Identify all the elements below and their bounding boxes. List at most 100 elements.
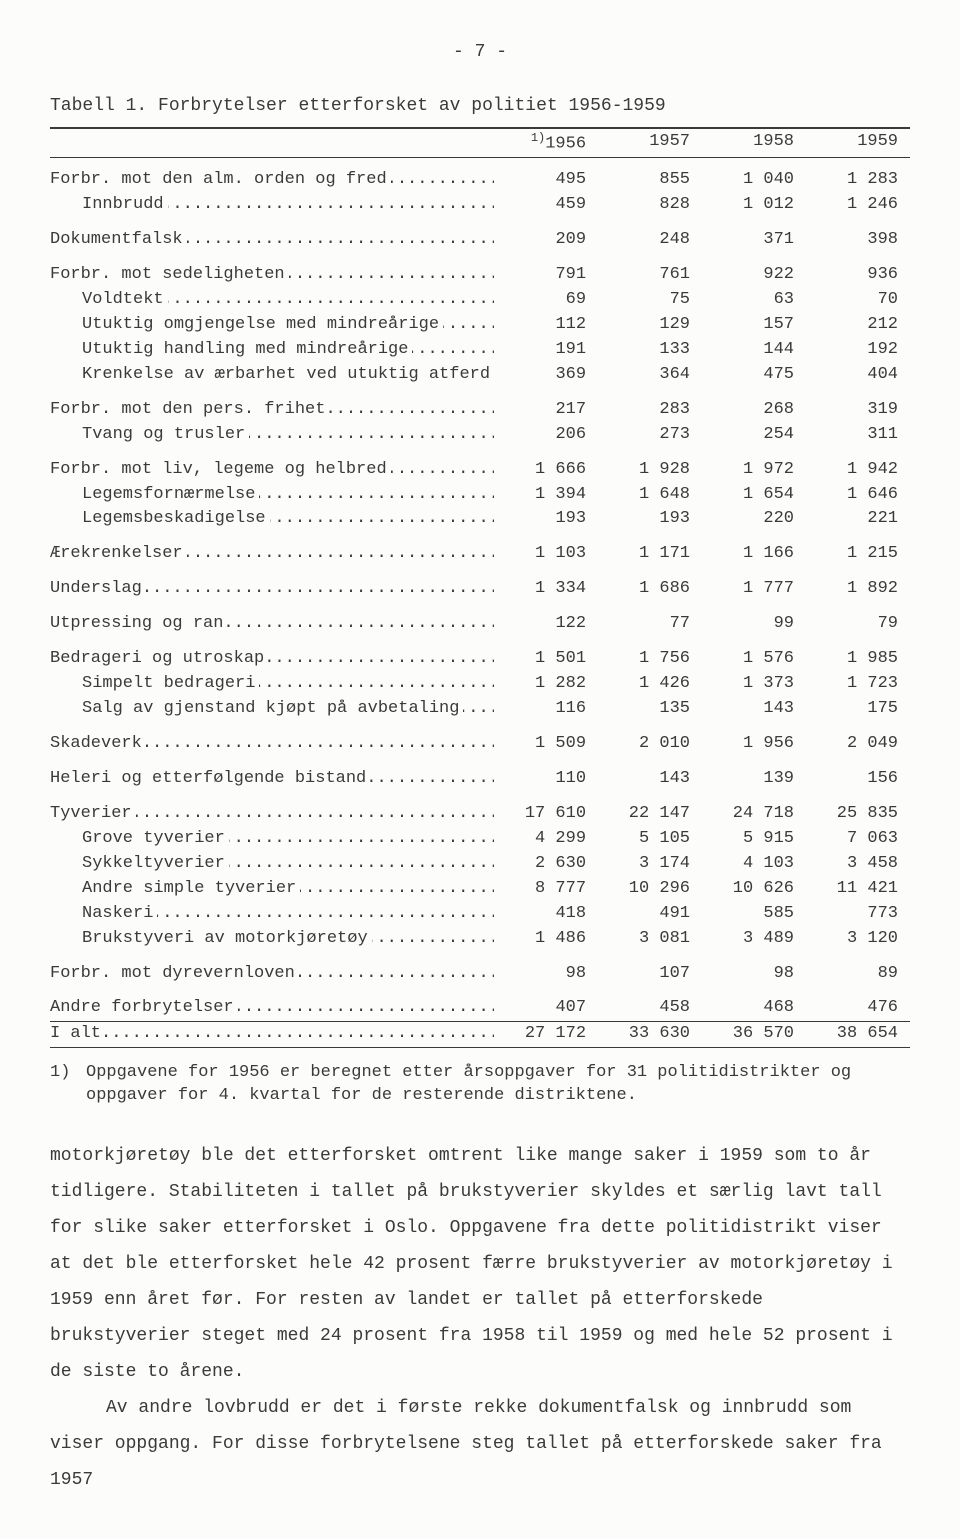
- cell-value: 1 972: [702, 458, 806, 483]
- cell-value: 1 246: [806, 193, 910, 218]
- row-label: Ærekrenkelser: [50, 542, 494, 567]
- table-row: Utuktig omgjengelse med mindreårige 1121…: [50, 313, 910, 338]
- row-label: Andre forbrytelser: [50, 996, 494, 1021]
- cell-value: 1 012: [702, 193, 806, 218]
- cell-value: 761: [598, 263, 702, 288]
- cell-value: 10 626: [702, 877, 806, 902]
- table-row: Skadeverk 1 5092 0101 9562 049: [50, 732, 910, 757]
- row-label: I alt: [50, 1022, 494, 1047]
- cell-value: 144: [702, 338, 806, 363]
- row-label: Legemsbeskadigelse: [50, 507, 494, 532]
- cell-value: 135: [598, 697, 702, 722]
- cell-value: 38 654: [806, 1022, 910, 1047]
- table-row: Legemsbeskadigelse 193193220221: [50, 507, 910, 532]
- cell-value: 5 915: [702, 827, 806, 852]
- cell-value: 7 063: [806, 827, 910, 852]
- cell-value: 364: [598, 363, 702, 388]
- cell-value: 319: [806, 398, 910, 423]
- cell-value: 828: [598, 193, 702, 218]
- cell-value: 116: [494, 697, 598, 722]
- cell-value: 311: [806, 423, 910, 448]
- cell-value: 459: [494, 193, 598, 218]
- cell-value: 1 576: [702, 647, 806, 672]
- table-row: Tyverier 17 61022 14724 71825 835: [50, 802, 910, 827]
- cell-value: 2 010: [598, 732, 702, 757]
- cell-value: 791: [494, 263, 598, 288]
- table-footnote: 1) Oppgavene for 1956 er beregnet etter …: [50, 1062, 910, 1108]
- cell-value: 107: [598, 962, 702, 987]
- cell-value: 17 610: [494, 802, 598, 827]
- table-body: Forbr. mot den alm. orden og fred 495855…: [50, 157, 910, 1048]
- table-row: Underslag 1 3341 6861 7771 892: [50, 577, 910, 602]
- cell-value: 1 723: [806, 672, 910, 697]
- col-header-1958: 1958: [702, 129, 806, 158]
- row-label: Simpelt bedrageri: [50, 672, 494, 697]
- footnote-mark: 1): [531, 131, 545, 145]
- table-row: Legemsfornærmelse 1 3941 6481 6541 646: [50, 483, 910, 508]
- cell-value: 1 334: [494, 577, 598, 602]
- row-label: Forbr. mot dyrevernloven: [50, 962, 494, 987]
- cell-value: 468: [702, 996, 806, 1021]
- table-row: Grove tyverier 4 2995 1055 9157 063: [50, 827, 910, 852]
- cell-value: 268: [702, 398, 806, 423]
- cell-value: 27 172: [494, 1022, 598, 1047]
- cell-value: 2 049: [806, 732, 910, 757]
- cell-value: 143: [702, 697, 806, 722]
- row-label: Forbr. mot den alm. orden og fred: [50, 168, 494, 193]
- cell-value: 110: [494, 767, 598, 792]
- cell-value: 491: [598, 902, 702, 927]
- row-label: Tyverier: [50, 802, 494, 827]
- cell-value: 1 985: [806, 647, 910, 672]
- col-header-1957: 1957: [598, 129, 702, 158]
- row-label: Underslag: [50, 577, 494, 602]
- table-row: Tvang og trusler 206273254311: [50, 423, 910, 448]
- paragraph-2: Av andre lovbrudd er det i første rekke …: [50, 1390, 910, 1498]
- row-label: Voldtekt: [50, 288, 494, 313]
- cell-value: 1 171: [598, 542, 702, 567]
- cell-value: 248: [598, 228, 702, 253]
- cell-value: 475: [702, 363, 806, 388]
- cell-value: 3 174: [598, 852, 702, 877]
- table-row: Utuktig handling med mindreårige 1911331…: [50, 338, 910, 363]
- table-row: Andre simple tyverier 8 77710 29610 6261…: [50, 877, 910, 902]
- cell-value: 1 426: [598, 672, 702, 697]
- row-label: Forbr. mot sedeligheten: [50, 263, 494, 288]
- table-row: Naskeri 418491585773: [50, 902, 910, 927]
- cell-value: 77: [598, 612, 702, 637]
- row-label: Innbrudd: [50, 193, 494, 218]
- table-row: Forbr. mot den pers. frihet 217283268319: [50, 398, 910, 423]
- cell-value: 922: [702, 263, 806, 288]
- table-row: Simpelt bedrageri 1 2821 4261 3731 723: [50, 672, 910, 697]
- cell-value: 70: [806, 288, 910, 313]
- row-label: Utuktig handling med mindreårige: [50, 338, 494, 363]
- cell-value: 1 648: [598, 483, 702, 508]
- cell-value: 1 394: [494, 483, 598, 508]
- cell-value: 22 147: [598, 802, 702, 827]
- cell-value: 1 686: [598, 577, 702, 602]
- cell-value: 495: [494, 168, 598, 193]
- row-label: Legemsfornærmelse: [50, 483, 494, 508]
- row-label: Andre simple tyverier: [50, 877, 494, 902]
- footnote-number: 1): [50, 1062, 86, 1108]
- cell-value: 24 718: [702, 802, 806, 827]
- cell-value: 371: [702, 228, 806, 253]
- table-row: Dokumentfalsk 209248371398: [50, 228, 910, 253]
- table-row: Voldtekt 69756370: [50, 288, 910, 313]
- cell-value: 129: [598, 313, 702, 338]
- cell-value: 63: [702, 288, 806, 313]
- page-number: - 7 -: [50, 40, 910, 64]
- table-row: Krenkelse av ærbarhet ved utuktig atferd…: [50, 363, 910, 388]
- cell-value: 4 299: [494, 827, 598, 852]
- cell-value: 157: [702, 313, 806, 338]
- cell-value: 25 835: [806, 802, 910, 827]
- cell-value: 1 666: [494, 458, 598, 483]
- table-row: Brukstyveri av motorkjøretøy 1 4863 0813…: [50, 927, 910, 952]
- cell-value: 3 458: [806, 852, 910, 877]
- table-row: Salg av gjenstand kjøpt på avbetaling 11…: [50, 697, 910, 722]
- cell-value: 1 215: [806, 542, 910, 567]
- cell-value: 1 373: [702, 672, 806, 697]
- cell-value: 98: [702, 962, 806, 987]
- cell-value: 191: [494, 338, 598, 363]
- cell-value: 75: [598, 288, 702, 313]
- cell-value: 1 282: [494, 672, 598, 697]
